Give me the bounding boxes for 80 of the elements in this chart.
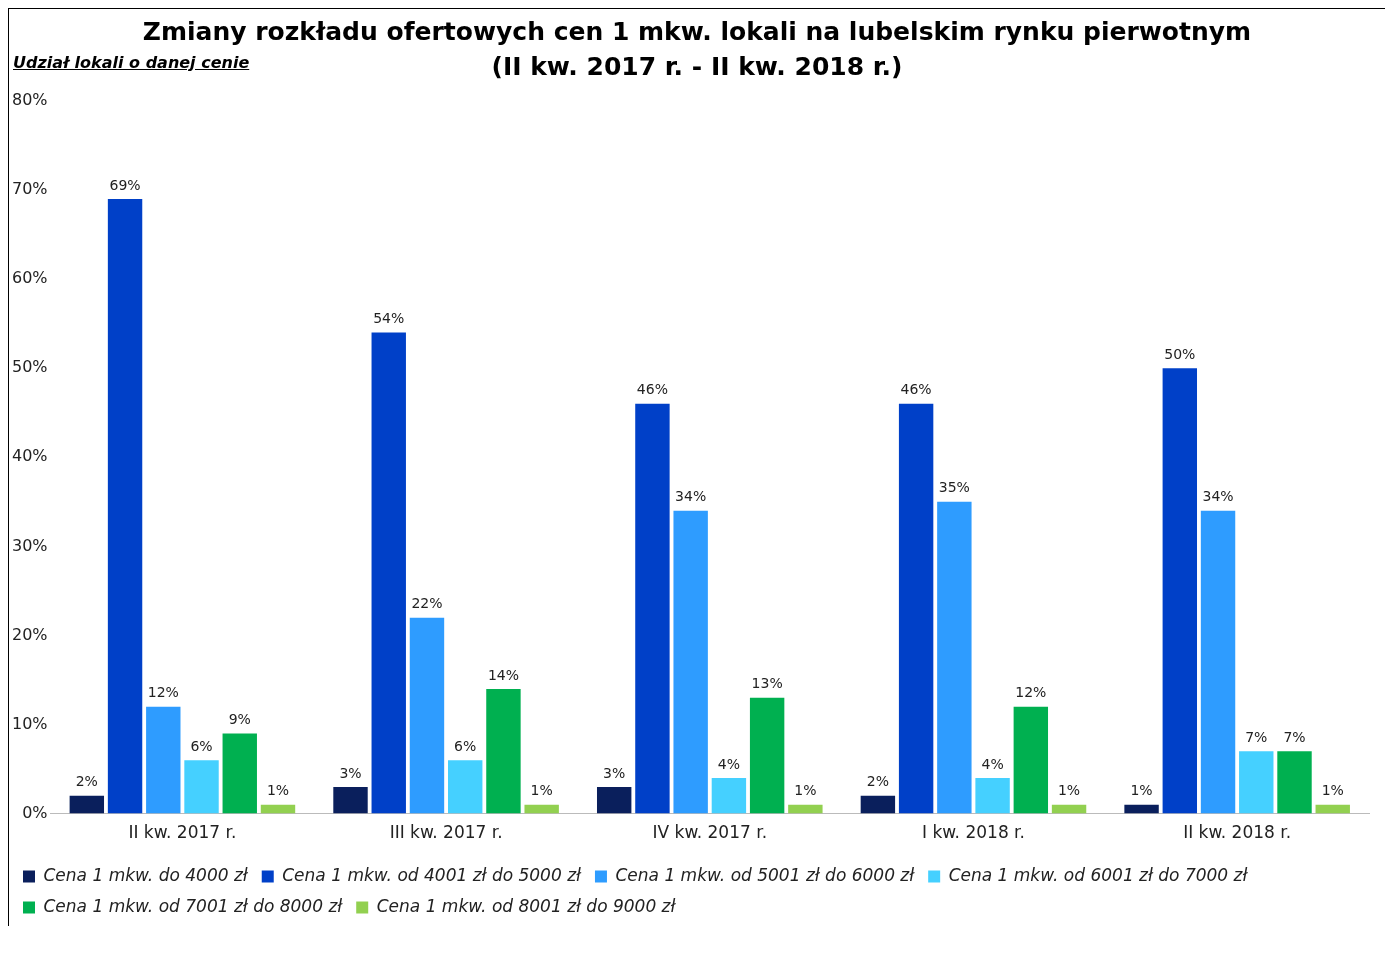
y-tick-label: 80% (12, 90, 48, 110)
data-label: 1% (266, 782, 290, 799)
bar (749, 697, 785, 814)
x-tick-label: II kw. 2017 r. (128, 822, 237, 843)
y-tick-label: 60% (12, 268, 48, 288)
chart-title: Zmiany rozkładu ofertowych cen 1 mkw. lokali na lubelskim rynku pierwotnym (141, 17, 1253, 46)
data-label: 34% (675, 488, 707, 505)
data-label: 12% (147, 684, 179, 701)
y-tick-label: 50% (12, 357, 48, 377)
data-label: 1% (1130, 782, 1153, 799)
data-label: 1% (794, 782, 817, 799)
bar (1277, 751, 1312, 814)
y-tick-label: 0% (22, 802, 48, 822)
bar (146, 706, 181, 814)
data-label: 46% (900, 381, 932, 398)
bar (1124, 804, 1159, 814)
data-label: 6% (454, 737, 477, 754)
bar (107, 198, 143, 814)
bar (448, 760, 483, 814)
y-tick-label: 40% (12, 446, 48, 466)
bar (69, 795, 105, 814)
data-label: 34% (1202, 488, 1234, 505)
data-label: 7% (1245, 728, 1268, 745)
bar (409, 617, 445, 814)
data-label: 3% (603, 764, 626, 781)
legend-label: Cena 1 mkw. od 5001 zł do 6000 zł (615, 864, 916, 885)
data-label: 12% (1015, 684, 1047, 701)
data-label: 6% (190, 737, 213, 754)
y-tick-label: 10% (12, 713, 48, 733)
data-label: 2% (75, 773, 98, 790)
data-label: 35% (938, 479, 970, 496)
y-tick-label: 30% (12, 535, 48, 555)
data-label: 46% (636, 381, 668, 398)
bar (673, 510, 708, 814)
data-label: 14% (487, 666, 520, 683)
data-label: 54% (373, 310, 405, 327)
data-label: 4% (981, 755, 1004, 772)
y-tick-label: 20% (12, 624, 48, 644)
bar (333, 786, 368, 814)
bar (596, 786, 632, 814)
x-tick-label: IV kw. 2017 r. (652, 822, 768, 843)
data-label: 1% (530, 782, 553, 799)
bar (184, 760, 219, 814)
data-label: 2% (866, 773, 889, 790)
bar (1013, 706, 1049, 814)
bar (898, 403, 934, 814)
bar (371, 332, 406, 814)
data-label: 9% (228, 711, 251, 728)
y-tick-label: 70% (12, 179, 48, 199)
data-label: 3% (339, 764, 362, 781)
legend-label: Cena 1 mkw. od 4001 zł do 5000 zł (282, 864, 583, 885)
legend-label: Cena 1 mkw. od 7001 zł do 8000 zł (43, 895, 344, 916)
bar (975, 777, 1010, 814)
bar (860, 795, 896, 814)
bar (1200, 510, 1236, 814)
x-tick-label: I kw. 2018 r. (922, 822, 1025, 843)
data-label: 4% (717, 755, 741, 772)
data-label: 13% (751, 675, 783, 692)
data-label: 50% (1164, 345, 1196, 362)
y-axis-title: Udział lokali o danej cenie (13, 53, 250, 72)
x-tick-label: III kw. 2017 r. (389, 822, 503, 843)
bar (524, 804, 559, 814)
bar (635, 403, 670, 814)
bar (1239, 751, 1274, 814)
legend-label: Cena 1 mkw. do 4000 zł (43, 864, 249, 885)
data-label: 69% (109, 176, 141, 193)
data-label: 7% (1283, 728, 1306, 745)
bar (1162, 368, 1198, 814)
bar (711, 777, 747, 814)
data-label: 1% (1057, 782, 1081, 799)
legend-label: Cena 1 mkw. od 6001 zł do 7000 zł (948, 864, 1249, 885)
bar (486, 688, 521, 814)
legend-label: Cena 1 mkw. od 8001 zł do 9000 zł (376, 895, 677, 916)
x-tick-label: II kw. 2018 r. (1183, 822, 1292, 843)
data-label: 22% (411, 595, 443, 612)
bar (222, 733, 257, 814)
data-label: 1% (1321, 782, 1344, 799)
bar (937, 501, 972, 814)
bar (788, 804, 823, 814)
chart-subtitle: (II kw. 2017 r. - II kw. 2018 r.) (491, 52, 903, 81)
